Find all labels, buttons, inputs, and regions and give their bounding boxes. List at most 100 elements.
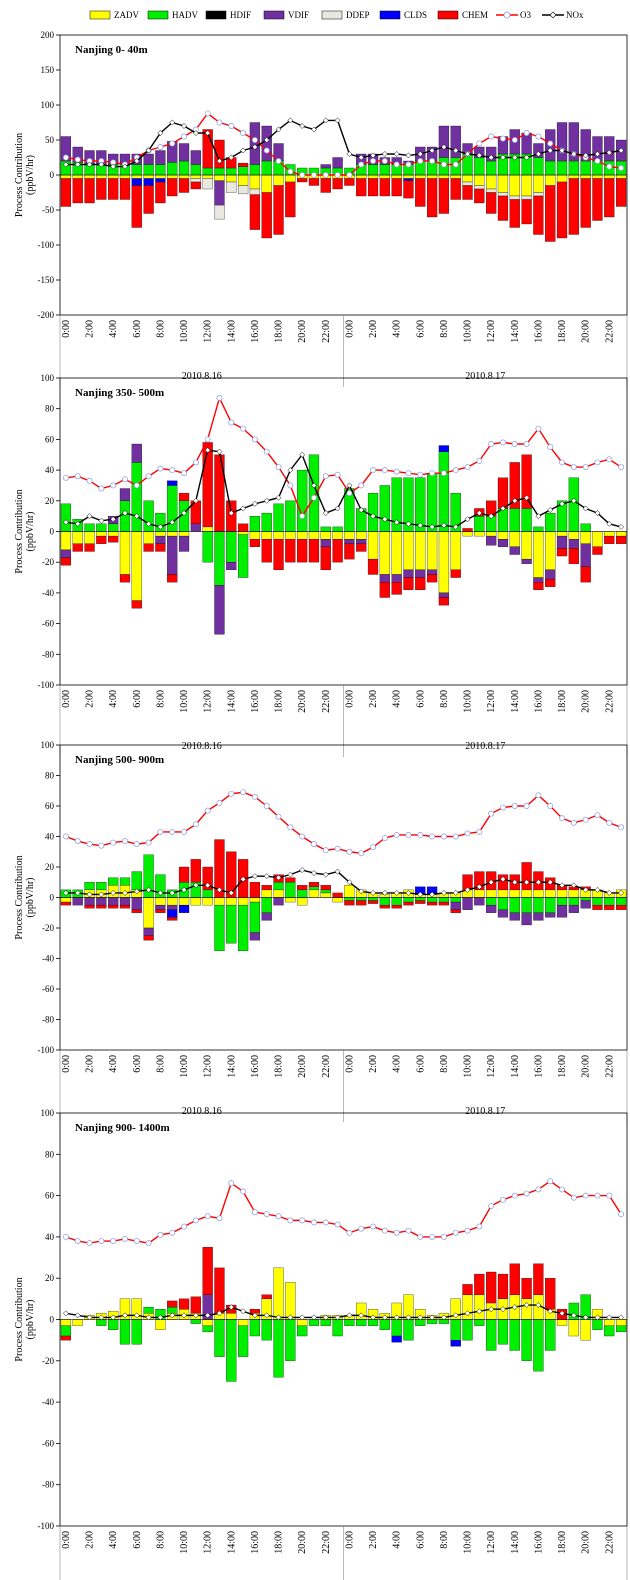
bar-segment	[450, 897, 461, 903]
line-marker	[358, 888, 365, 895]
bar-segment	[356, 539, 367, 544]
line-marker	[74, 1312, 81, 1319]
x-tick-label: 6:00	[132, 1531, 143, 1549]
line-marker	[523, 441, 530, 447]
bar-segment	[261, 885, 272, 891]
bar-segment	[320, 1319, 331, 1326]
bar-segment	[202, 1247, 213, 1295]
bar-segment	[462, 1319, 473, 1341]
line-marker	[228, 1304, 235, 1311]
y-tick-label: -150	[38, 275, 55, 285]
bar-segment	[438, 174, 450, 179]
bar-segment	[533, 143, 544, 158]
y-axis-label-line: (ppbV/hr)	[25, 512, 36, 552]
bar-segment	[108, 174, 119, 179]
bar-segment	[96, 1319, 107, 1326]
y-tick-label: 50	[45, 135, 55, 145]
x-tick-label: 8:00	[155, 320, 166, 338]
bar-segment	[521, 508, 532, 532]
y-axis-label-line: (ppbV/hr)	[25, 878, 36, 918]
bar-segment	[237, 904, 249, 952]
line-marker	[594, 151, 601, 157]
bar-segment	[344, 900, 355, 906]
bar-segment	[155, 909, 166, 913]
line-marker	[287, 1217, 294, 1224]
bar-segment	[509, 546, 520, 555]
x-tick-label: 12:00	[203, 320, 214, 343]
bar-segment	[143, 153, 154, 165]
line-marker	[251, 1312, 258, 1319]
line-marker	[311, 482, 317, 489]
bar-segment	[285, 1282, 296, 1320]
bar-segment	[60, 136, 72, 162]
bar-segment	[190, 1319, 201, 1324]
bar-segment	[438, 531, 450, 594]
line-marker	[86, 1240, 93, 1247]
line-marker	[74, 838, 81, 845]
bar-segment	[533, 582, 544, 590]
bar-segment	[119, 897, 131, 906]
bar-segment	[273, 503, 284, 532]
bar-segment	[297, 1319, 308, 1326]
bar-segment	[285, 539, 296, 563]
line-marker	[181, 510, 187, 517]
x-tick-label: 8:00	[155, 1055, 166, 1073]
bar-segment	[237, 531, 249, 535]
bar-segment	[344, 543, 355, 560]
bar-segment	[308, 539, 320, 563]
line-marker	[429, 147, 436, 154]
bar-segment	[131, 1319, 142, 1345]
bar-segment	[391, 174, 402, 179]
line-marker	[606, 520, 613, 527]
line-marker	[535, 792, 542, 799]
bar-segment	[533, 531, 544, 578]
bar-segment	[615, 178, 627, 207]
line-marker	[500, 135, 506, 142]
line-marker	[110, 516, 117, 523]
line-marker	[606, 819, 613, 826]
bar-segment	[580, 160, 591, 176]
bar-segment	[155, 897, 166, 906]
bar-segment	[344, 1319, 355, 1326]
line-marker	[240, 505, 247, 512]
line-marker	[133, 158, 140, 164]
bar-segment	[462, 897, 473, 910]
bar-segment	[615, 531, 627, 537]
line-marker	[511, 879, 518, 886]
bar-segment	[285, 500, 296, 532]
line-marker	[417, 1314, 424, 1321]
bar-segment	[379, 164, 390, 176]
line-marker	[606, 456, 613, 463]
bar-segment	[226, 904, 237, 944]
y-tick-label: -60	[42, 984, 54, 994]
y-tick-label: 80	[45, 1149, 55, 1159]
bar-segment	[320, 892, 331, 898]
bar-segment	[391, 582, 402, 595]
bar-segment	[60, 1319, 72, 1326]
bar-segment	[249, 1319, 261, 1337]
line-marker	[122, 838, 128, 845]
line-marker	[228, 510, 235, 517]
bar-segment	[119, 574, 131, 583]
line-marker	[381, 467, 388, 474]
line-marker	[311, 172, 317, 178]
bar-segment	[190, 897, 201, 906]
panel-title: Nanjing 900- 1400m	[75, 1122, 170, 1134]
bar-segment	[84, 531, 95, 544]
y-tick-label: 20	[45, 1273, 55, 1283]
bar-segment	[308, 886, 320, 891]
bar-segment	[167, 531, 178, 537]
bar-segment	[249, 174, 261, 190]
bar-segment	[415, 174, 426, 179]
bar-segment	[426, 174, 438, 179]
y-tick-label: -200	[38, 310, 55, 320]
x-tick-label: 12:00	[486, 690, 497, 713]
bar-segment	[226, 174, 237, 183]
bar-segment	[615, 904, 627, 910]
line-marker	[157, 1314, 164, 1321]
bar-segment	[497, 874, 509, 891]
bar-segment	[84, 904, 95, 909]
line-marker	[110, 1314, 117, 1321]
x-tick-label: 6:00	[132, 1055, 143, 1073]
x-tick-label: 14:00	[226, 320, 237, 343]
